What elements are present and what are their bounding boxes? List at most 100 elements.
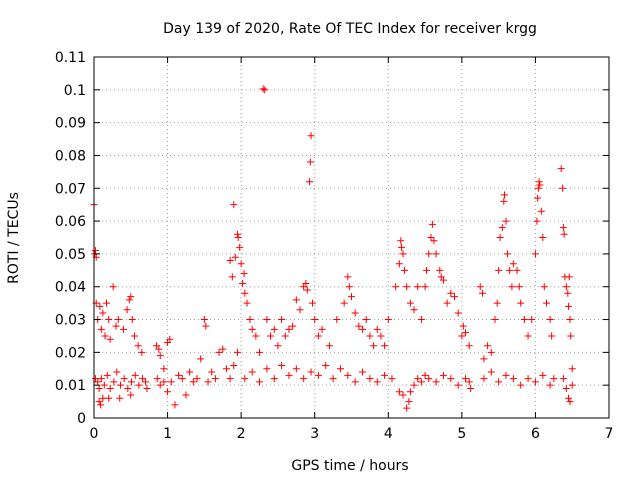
data-point — [302, 279, 310, 287]
data-point — [138, 348, 146, 356]
data-point — [233, 348, 241, 356]
data-point — [406, 388, 414, 396]
data-point — [256, 378, 264, 386]
y-tick-label: 0.09 — [55, 116, 86, 132]
x-tick-label: 2 — [237, 426, 246, 442]
data-point — [366, 332, 374, 340]
data-point — [248, 325, 256, 333]
data-point — [105, 316, 113, 324]
data-point — [566, 398, 574, 406]
data-point — [495, 266, 503, 274]
data-point — [252, 332, 260, 340]
data-point — [410, 306, 418, 314]
data-point — [101, 332, 109, 340]
data-point — [568, 381, 576, 389]
data-point — [546, 316, 554, 324]
data-point — [155, 345, 163, 353]
data-point — [550, 375, 558, 383]
data-point — [403, 283, 411, 291]
data-point — [359, 368, 367, 376]
data-point — [318, 325, 326, 333]
y-tick-label: 0.01 — [55, 378, 86, 394]
y-tick-label: 0.11 — [55, 50, 86, 66]
data-point — [307, 132, 315, 140]
data-point — [94, 378, 102, 386]
y-tick-label: 0.06 — [55, 214, 86, 230]
data-point — [491, 316, 499, 324]
data-point — [557, 165, 565, 173]
data-point — [99, 309, 107, 317]
data-point — [384, 316, 392, 324]
data-point — [565, 273, 573, 281]
data-point — [528, 316, 536, 324]
data-point — [200, 316, 208, 324]
data-point — [498, 224, 506, 232]
data-point — [531, 378, 539, 386]
grid-layer — [94, 57, 609, 418]
data-point — [289, 322, 297, 330]
data-point — [303, 286, 311, 294]
data-point — [296, 306, 304, 314]
y-tick-label: 0.05 — [55, 247, 86, 263]
data-point — [564, 289, 572, 297]
data-point — [222, 365, 230, 373]
data-point — [439, 276, 447, 284]
data-point — [128, 378, 136, 386]
data-point — [515, 283, 523, 291]
data-point — [231, 253, 239, 261]
data-point — [536, 181, 544, 189]
data-point — [559, 184, 567, 192]
data-point — [344, 273, 352, 281]
data-point — [248, 368, 256, 376]
data-point — [531, 250, 539, 258]
data-point — [414, 375, 422, 383]
data-point — [509, 375, 517, 383]
data-point — [230, 201, 238, 209]
data-point — [314, 332, 322, 340]
data-point — [399, 250, 407, 258]
data-point — [237, 260, 245, 268]
data-point — [495, 378, 503, 386]
data-point — [560, 230, 568, 238]
data-point — [345, 283, 353, 291]
data-point — [392, 283, 400, 291]
data-point — [467, 384, 475, 392]
x-tick-label: 7 — [605, 426, 614, 442]
data-point — [263, 365, 271, 373]
data-point — [114, 316, 122, 324]
data-point — [124, 384, 132, 392]
data-point — [398, 243, 406, 251]
data-point — [348, 293, 355, 301]
data-point — [509, 260, 517, 268]
data-point — [395, 388, 403, 396]
data-point — [119, 325, 127, 333]
data-point — [186, 368, 194, 376]
data-point — [502, 371, 510, 379]
data-point — [160, 378, 168, 386]
plot-frame — [93, 56, 610, 419]
y-tick-label: 0.04 — [55, 280, 86, 296]
data-point — [430, 237, 438, 245]
data-point — [484, 342, 492, 350]
data-point — [193, 375, 201, 383]
data-point — [103, 299, 111, 307]
data-point — [96, 302, 104, 310]
data-point — [329, 375, 337, 383]
data-point — [377, 332, 385, 340]
data-point — [116, 381, 124, 389]
data-point — [524, 375, 532, 383]
data-point — [97, 325, 105, 333]
data-point — [496, 234, 504, 241]
data-point — [487, 368, 495, 376]
data-point — [91, 247, 99, 255]
data-point — [562, 283, 570, 291]
data-point — [131, 371, 139, 379]
data-point — [270, 375, 278, 383]
x-tick-label: 0 — [90, 426, 99, 442]
data-point — [292, 296, 300, 304]
data-point — [171, 401, 179, 409]
data-point — [256, 348, 264, 356]
data-point — [417, 378, 425, 386]
tick-labels-layer: 0 1 2 3 4 5 6 7 0 0.01 0.02 0.03 0.04 0.05 0.06 0.07 0.0… — [55, 50, 614, 442]
data-point — [373, 378, 381, 386]
